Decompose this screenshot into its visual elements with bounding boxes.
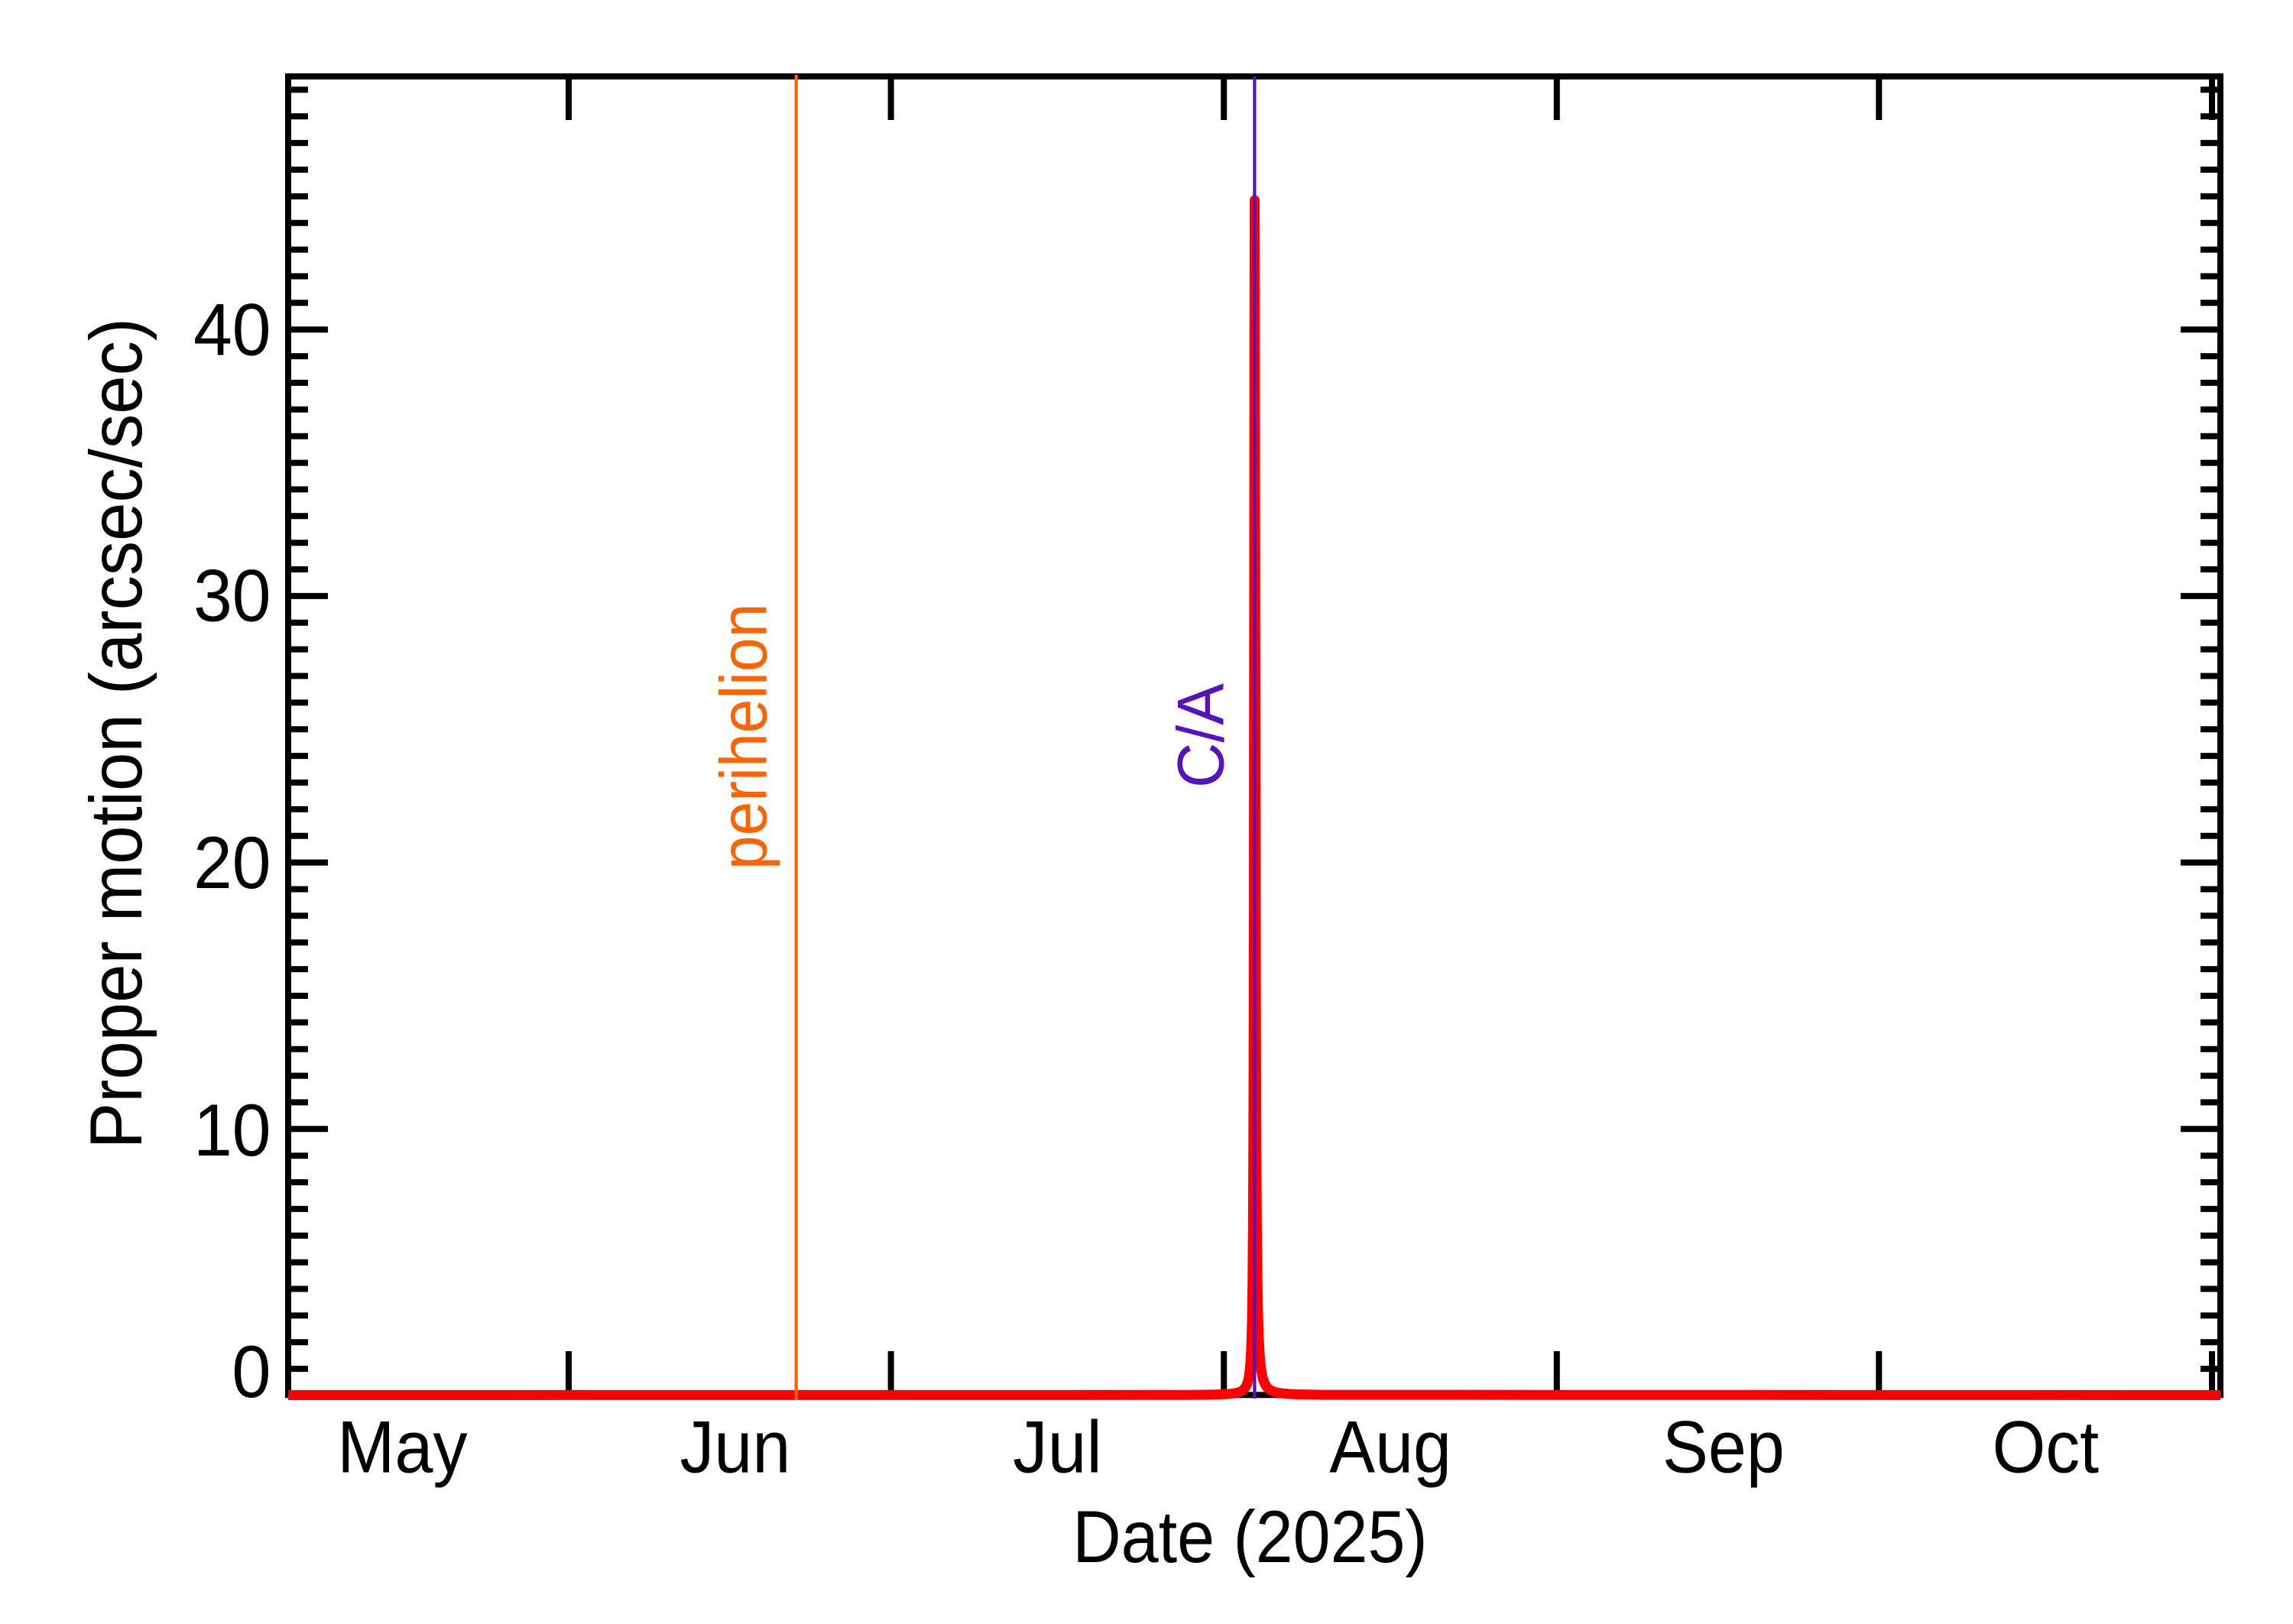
- svg-text:10: 10: [193, 1090, 271, 1172]
- svg-text:Oct: Oct: [1992, 1407, 2099, 1489]
- svg-text:40: 40: [193, 289, 271, 371]
- svg-text:Jun: Jun: [680, 1407, 791, 1489]
- svg-text:20: 20: [193, 822, 271, 904]
- svg-text:Jul: Jul: [1013, 1407, 1102, 1489]
- svg-text:C/A: C/A: [1165, 682, 1238, 788]
- svg-text:Sep: Sep: [1662, 1407, 1785, 1489]
- svg-text:Proper motion (arcsec/sec): Proper motion (arcsec/sec): [76, 318, 157, 1149]
- svg-text:perihelion: perihelion: [708, 604, 781, 870]
- svg-text:30: 30: [193, 556, 271, 637]
- svg-text:0: 0: [232, 1331, 271, 1413]
- svg-text:Aug: Aug: [1329, 1407, 1451, 1489]
- svg-text:Date (2025): Date (2025): [1072, 1496, 1427, 1578]
- svg-text:May: May: [337, 1407, 468, 1489]
